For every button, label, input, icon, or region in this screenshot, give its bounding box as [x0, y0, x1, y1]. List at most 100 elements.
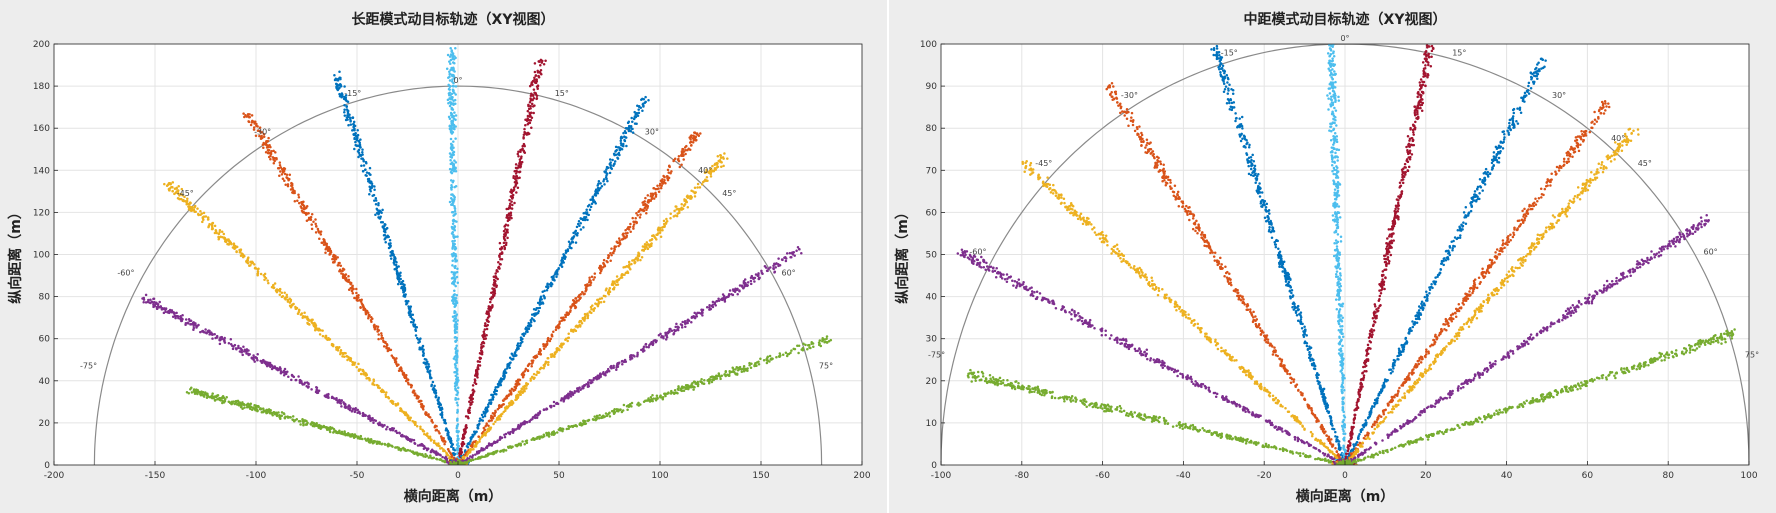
track-point	[278, 293, 282, 296]
track-point	[223, 240, 227, 243]
track-point	[376, 330, 379, 333]
track-point	[472, 441, 475, 444]
track-point	[363, 307, 367, 311]
track-point	[406, 381, 410, 385]
track-point	[681, 147, 685, 151]
track-point	[371, 417, 374, 420]
track-point	[617, 277, 621, 281]
track-point	[585, 285, 588, 288]
track-point	[351, 291, 355, 295]
track-point	[297, 310, 300, 314]
track-point	[692, 138, 696, 142]
track-point	[452, 293, 456, 297]
track-point	[605, 168, 608, 171]
track-point	[250, 114, 254, 117]
track-point	[709, 175, 713, 178]
track-point	[494, 420, 497, 423]
track-point	[256, 270, 260, 273]
track-point	[531, 83, 534, 86]
track-point	[599, 300, 603, 304]
track-point	[691, 141, 695, 144]
track-point	[453, 274, 456, 277]
track-point	[377, 203, 380, 207]
track-point	[200, 390, 203, 393]
track-point	[432, 441, 436, 444]
track-point	[473, 378, 477, 381]
track-point	[568, 245, 571, 248]
track-point	[429, 450, 433, 454]
track-point	[374, 419, 378, 422]
track-point	[227, 243, 231, 246]
track-point	[362, 372, 365, 376]
track-point	[455, 270, 459, 274]
track-point	[305, 384, 308, 388]
track-point	[712, 169, 716, 173]
track-point	[658, 226, 661, 230]
track-series	[141, 293, 464, 465]
track-point	[360, 302, 364, 305]
track-point	[514, 172, 518, 175]
track-point	[647, 201, 650, 204]
track-point	[221, 401, 224, 405]
track-point	[457, 397, 460, 401]
track-point	[622, 142, 625, 146]
track-point	[336, 79, 339, 82]
track-point	[180, 197, 183, 201]
track-point	[299, 313, 303, 316]
track-point	[418, 348, 421, 351]
track-point	[395, 362, 398, 366]
track-point	[427, 413, 430, 416]
track-point	[331, 396, 335, 399]
track-point	[449, 47, 452, 50]
track-point	[517, 164, 520, 168]
track-point	[639, 106, 643, 109]
track-point	[346, 100, 350, 104]
track-point	[301, 418, 304, 421]
track-point	[713, 163, 716, 166]
track-point	[524, 131, 527, 135]
track-point	[454, 327, 457, 331]
track-point	[210, 396, 214, 400]
track-point	[256, 353, 259, 356]
track-point	[658, 231, 662, 235]
track-point	[421, 453, 424, 456]
track-point	[239, 254, 243, 258]
track-point	[449, 62, 452, 65]
track-point	[502, 229, 506, 233]
track-point	[496, 416, 499, 420]
track-point	[602, 180, 605, 183]
track-point	[483, 332, 486, 335]
track-point	[246, 113, 250, 116]
track-point	[451, 211, 455, 214]
track-point	[297, 196, 301, 199]
track-point	[394, 359, 397, 362]
track-point	[503, 397, 506, 401]
track-point	[365, 174, 368, 178]
track-point	[358, 154, 362, 157]
track-point	[352, 133, 356, 137]
track-point	[391, 402, 395, 405]
track-point	[554, 328, 558, 332]
track-point	[618, 239, 621, 243]
track-point	[318, 333, 322, 336]
track-point	[307, 385, 310, 389]
track-point	[243, 254, 246, 258]
track-point	[688, 195, 691, 198]
track-point	[454, 47, 457, 50]
track-point	[634, 217, 637, 220]
track-point	[406, 378, 410, 382]
track-point	[413, 394, 417, 397]
track-point	[340, 405, 343, 408]
track-point	[554, 326, 558, 329]
track-point	[249, 260, 252, 264]
track-point	[673, 209, 676, 213]
track-point	[446, 98, 450, 102]
track-point	[181, 314, 184, 317]
track-point	[665, 217, 668, 221]
track-point	[292, 375, 296, 379]
track-point	[613, 286, 616, 289]
track-point	[471, 445, 474, 449]
track-point	[393, 267, 396, 271]
track-point	[407, 417, 411, 421]
track-point	[578, 293, 581, 297]
